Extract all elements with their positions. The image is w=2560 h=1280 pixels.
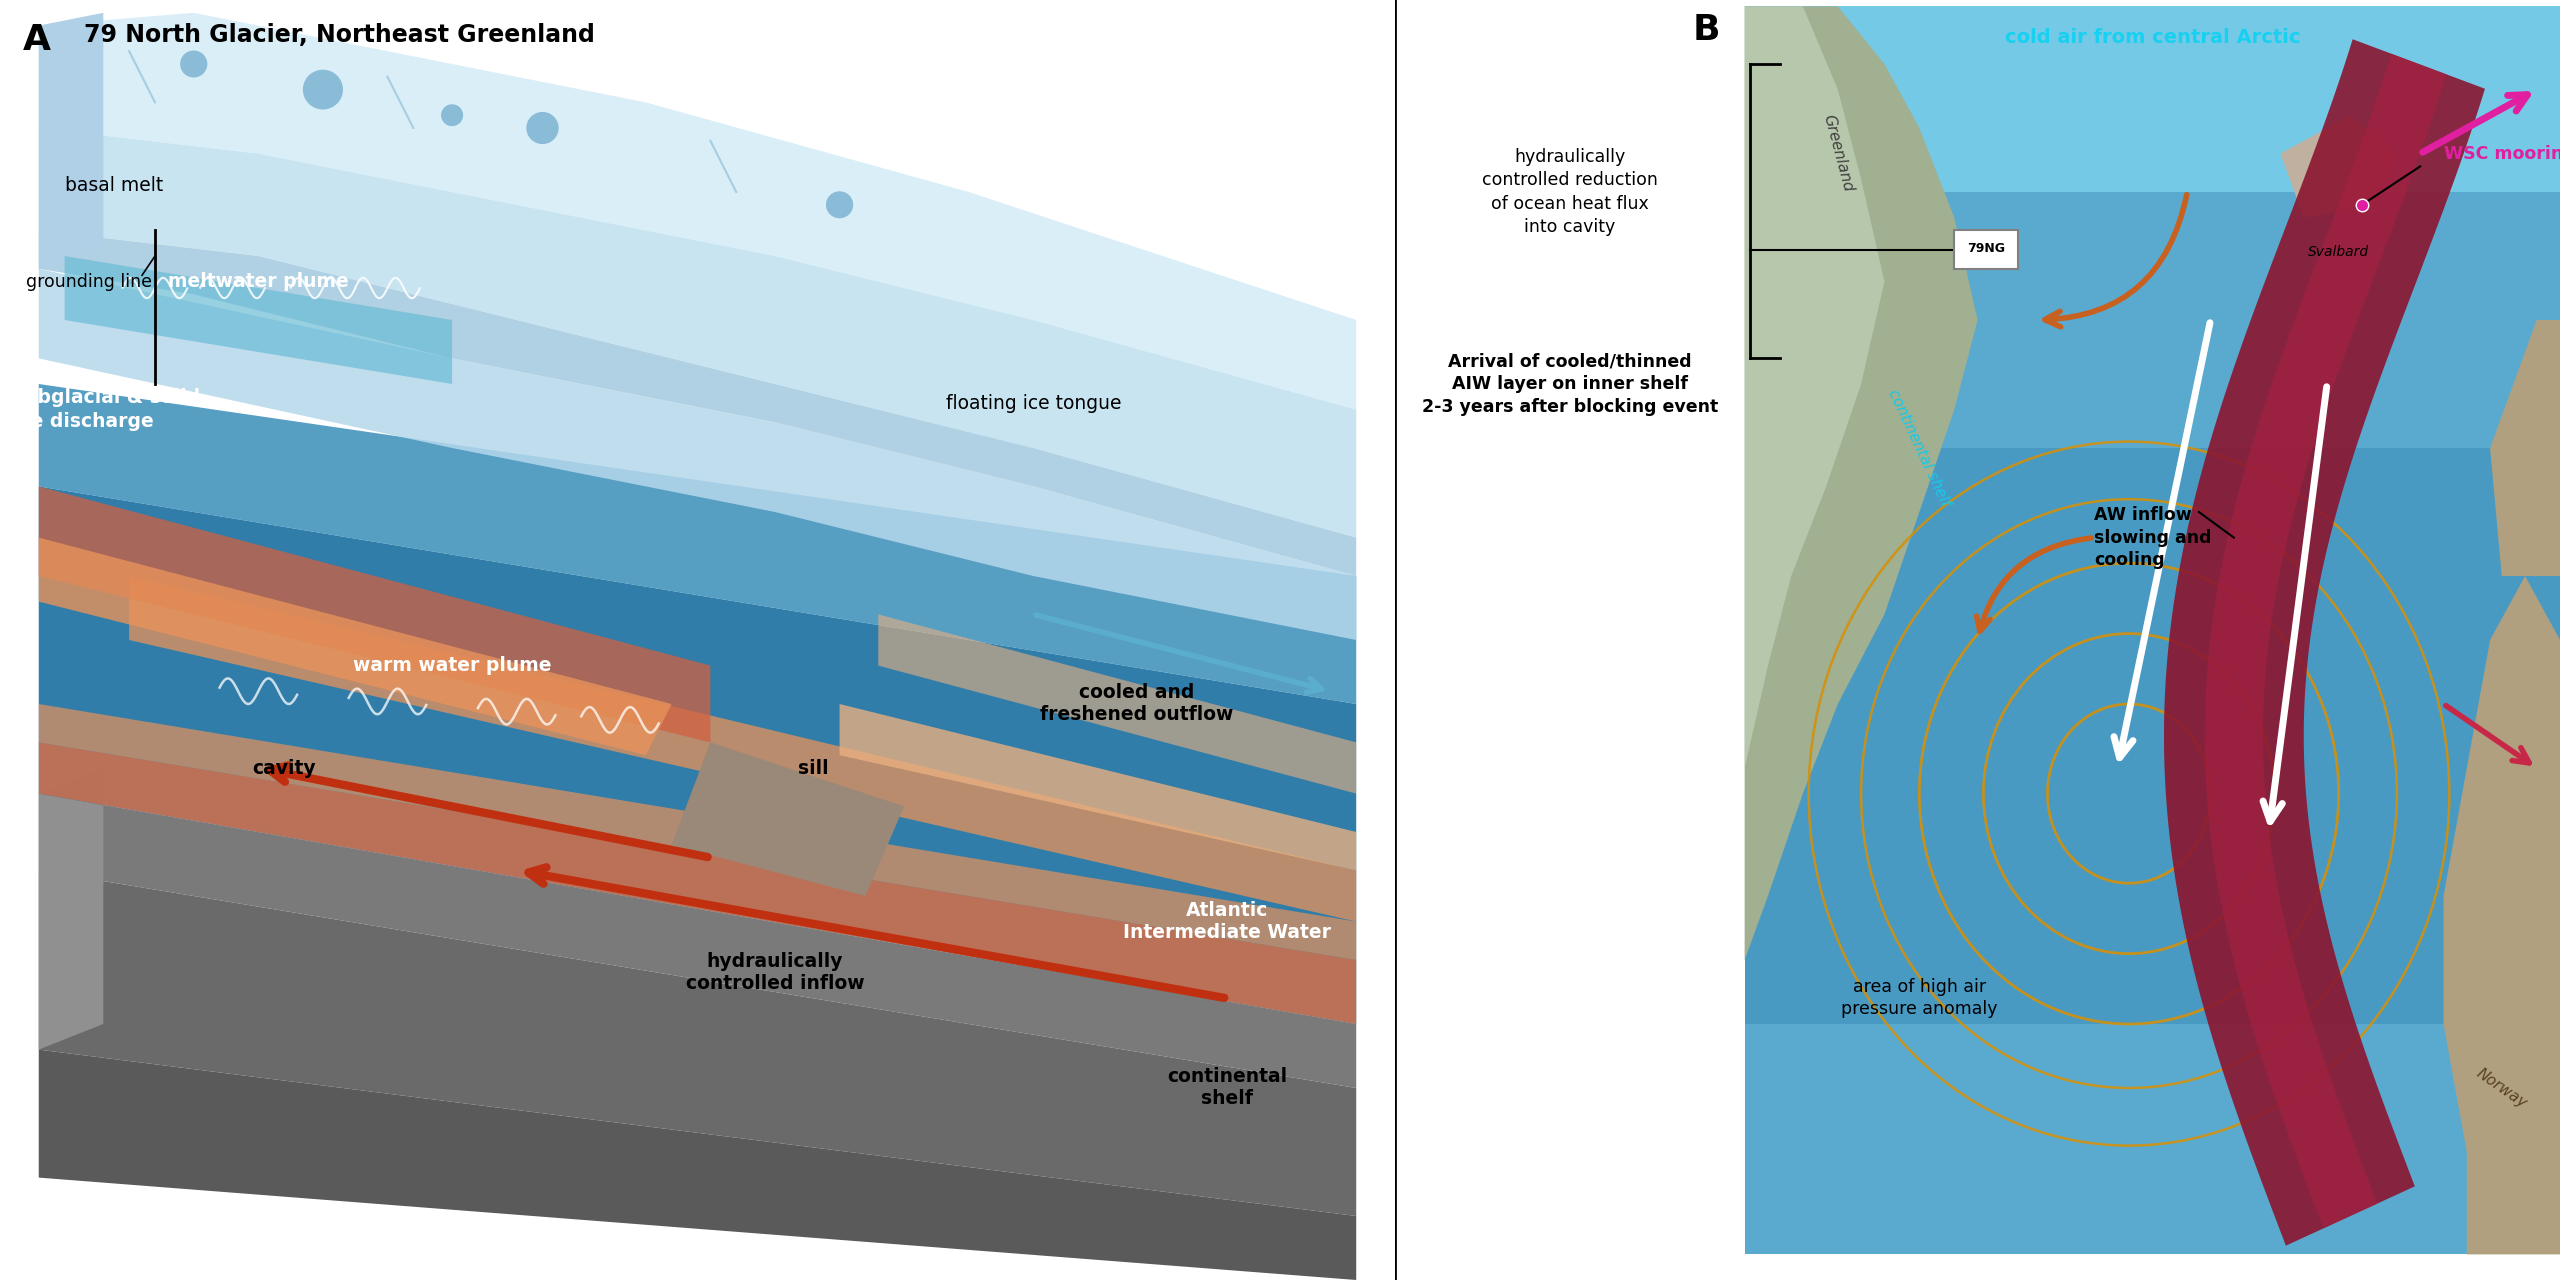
Text: sill: sill — [799, 759, 829, 777]
Text: 79 North Glacier, Northeast Greenland: 79 North Glacier, Northeast Greenland — [84, 23, 594, 47]
Text: continental shelf: continental shelf — [1887, 387, 1953, 509]
Polygon shape — [128, 576, 1357, 922]
Text: cooled and
freshened outflow: cooled and freshened outflow — [1039, 684, 1234, 724]
FancyBboxPatch shape — [1953, 230, 2017, 269]
Text: subglacial & solid
ice discharge: subglacial & solid ice discharge — [13, 388, 200, 431]
Text: B: B — [1692, 13, 1720, 47]
Text: grounding line: grounding line — [26, 273, 151, 291]
Polygon shape — [38, 1050, 1357, 1280]
Circle shape — [527, 113, 558, 143]
Polygon shape — [1746, 6, 1884, 768]
Text: A: A — [23, 23, 51, 58]
Polygon shape — [878, 614, 1357, 794]
Polygon shape — [1746, 6, 2560, 1254]
Text: Arrival of cooled/thinned
AIW layer on inner shelf
2-3 years after blocking even: Arrival of cooled/thinned AIW layer on i… — [1421, 352, 1718, 416]
Polygon shape — [38, 128, 1357, 538]
Polygon shape — [38, 794, 1357, 1088]
Text: basal melt: basal melt — [64, 177, 164, 195]
Polygon shape — [2204, 54, 2447, 1229]
Polygon shape — [1746, 6, 1976, 960]
Text: Norway: Norway — [2473, 1065, 2529, 1111]
Polygon shape — [1746, 448, 2560, 1024]
Polygon shape — [64, 256, 453, 384]
Polygon shape — [38, 768, 102, 1050]
Text: continental
shelf: continental shelf — [1167, 1068, 1288, 1108]
Polygon shape — [2281, 115, 2396, 218]
Circle shape — [305, 70, 343, 109]
Polygon shape — [38, 486, 712, 742]
Text: floating ice tongue: floating ice tongue — [945, 394, 1121, 412]
Polygon shape — [38, 13, 102, 269]
Polygon shape — [38, 742, 1357, 1024]
Polygon shape — [38, 384, 1357, 704]
Circle shape — [443, 105, 463, 125]
Text: WSC mooring: WSC mooring — [2442, 145, 2560, 163]
Text: meltwater plume: meltwater plume — [169, 273, 348, 291]
Polygon shape — [38, 538, 671, 755]
Polygon shape — [2491, 320, 2560, 576]
Text: hydraulically
controlled inflow: hydraulically controlled inflow — [686, 952, 865, 993]
Text: cold air from central Arctic: cold air from central Arctic — [2004, 28, 2299, 47]
Polygon shape — [38, 704, 1357, 960]
Polygon shape — [671, 742, 904, 896]
Polygon shape — [38, 230, 1357, 576]
Polygon shape — [38, 486, 1357, 1024]
Text: Greenland: Greenland — [1820, 114, 1856, 193]
Text: Atlantic
Intermediate Water: Atlantic Intermediate Water — [1124, 901, 1331, 942]
Polygon shape — [1746, 6, 2560, 192]
Polygon shape — [38, 870, 1357, 1216]
Circle shape — [182, 51, 207, 77]
Text: Svalbard: Svalbard — [2309, 244, 2368, 259]
Text: area of high air
pressure anomaly: area of high air pressure anomaly — [1841, 978, 1997, 1019]
Circle shape — [827, 192, 852, 218]
Text: 79NG: 79NG — [1966, 242, 2004, 255]
Polygon shape — [840, 704, 1357, 870]
Text: warm water plume: warm water plume — [353, 657, 550, 675]
Text: hydraulically
controlled reduction
of ocean heat flux
into cavity: hydraulically controlled reduction of oc… — [1482, 147, 1659, 237]
Polygon shape — [2163, 40, 2486, 1245]
Polygon shape — [2442, 576, 2560, 1254]
Polygon shape — [38, 269, 1357, 640]
Text: cavity: cavity — [253, 759, 315, 777]
Text: AW inflow
slowing and
cooling: AW inflow slowing and cooling — [2094, 507, 2212, 568]
Polygon shape — [38, 13, 1357, 410]
